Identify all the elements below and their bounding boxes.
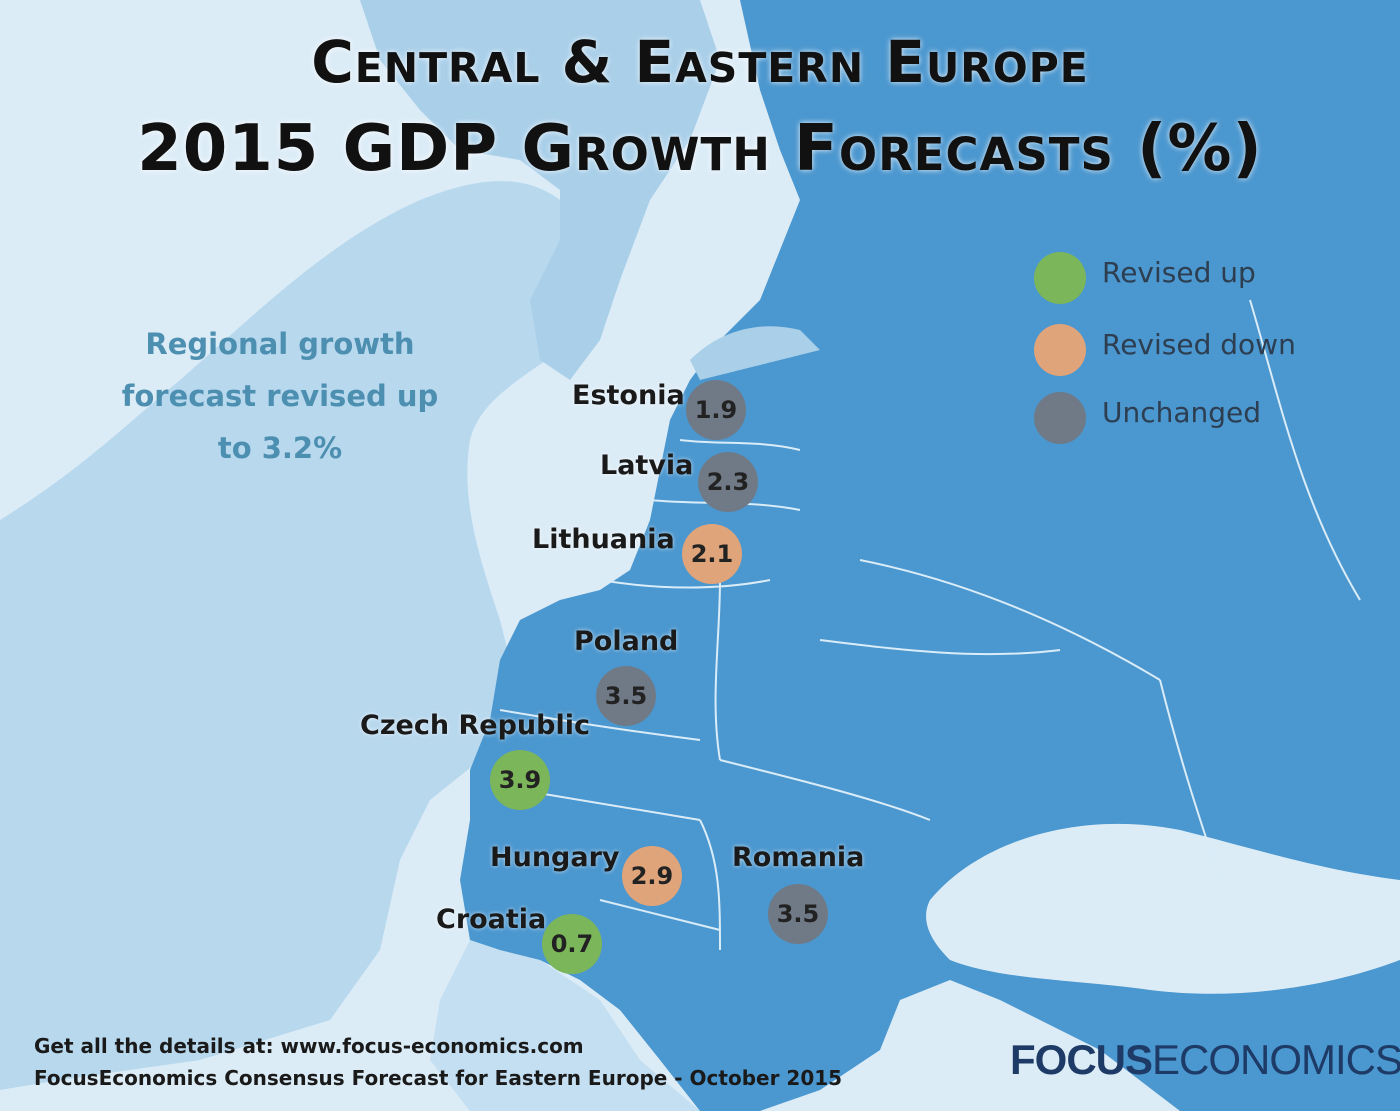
legend-label-revised-down: Revised down	[1102, 328, 1296, 361]
value-bubble-latvia: 2.3	[698, 452, 758, 512]
title-line-1: Central & Eastern Europe	[311, 28, 1089, 96]
footer-source: FocusEconomics Consensus Forecast for Ea…	[34, 1066, 843, 1090]
country-label-poland: Poland	[574, 626, 679, 657]
legend-swatch-revised-up	[1034, 252, 1086, 304]
legend-swatch-unchanged	[1034, 392, 1086, 444]
country-label-lithuania: Lithuania	[532, 524, 675, 555]
value-bubble-lithuania: 2.1	[682, 524, 742, 584]
country-label-latvia: Latvia	[600, 450, 694, 481]
note-line-3: to 3.2%	[217, 431, 343, 465]
black-sea	[926, 823, 1400, 994]
focuseconomics-logo: FOCUSECONOMICS	[1010, 1036, 1400, 1084]
footer-details-link: Get all the details at: www.focus-econom…	[34, 1034, 584, 1058]
land-italy-balkans	[430, 940, 700, 1111]
legend-label-revised-up: Revised up	[1102, 256, 1256, 289]
gulf-of-finland	[690, 326, 820, 380]
value-bubble-estonia: 1.9	[686, 380, 746, 440]
legend-swatch-revised-down	[1034, 324, 1086, 376]
land-west	[0, 181, 587, 1090]
country-borders	[499, 299, 1361, 951]
value-bubble-czech-republic: 3.9	[490, 750, 550, 810]
land-scandinavia	[360, 0, 720, 380]
country-label-romania: Romania	[732, 842, 865, 873]
value-bubble-romania: 3.5	[768, 884, 828, 944]
legend-label-unchanged: Unchanged	[1102, 396, 1262, 429]
regional-note: Regional growth forecast revised up to 3…	[110, 318, 450, 474]
country-label-czech-republic: Czech Republic	[360, 710, 590, 741]
note-line-1: Regional growth	[145, 327, 415, 361]
value-bubble-poland: 3.5	[596, 666, 656, 726]
logo-bold-part: FOCUS	[1010, 1036, 1153, 1083]
value-bubble-croatia: 0.7	[542, 914, 602, 974]
country-label-croatia: Croatia	[436, 904, 547, 935]
country-label-hungary: Hungary	[490, 842, 620, 873]
logo-regular-part: ECONOMICS	[1152, 1036, 1400, 1083]
value-bubble-hungary: 2.9	[622, 846, 682, 906]
country-label-estonia: Estonia	[572, 380, 685, 411]
title-line-2: 2015 GDP Growth Forecasts (%)	[137, 112, 1263, 186]
note-line-2: forecast revised up	[121, 379, 439, 413]
